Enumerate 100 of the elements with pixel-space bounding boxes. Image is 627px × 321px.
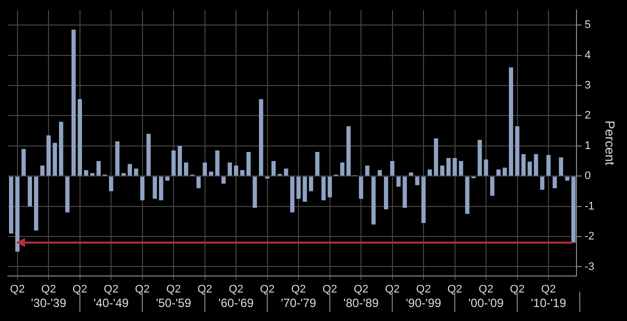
bar [358,176,364,199]
bar [184,162,188,176]
bar [146,134,151,176]
bar [315,152,320,176]
bar [178,146,182,176]
bar [371,176,376,224]
bar [384,176,388,210]
y-tick-label: 5 [584,19,591,32]
x-tick-label: Q2 [384,283,400,296]
bar [9,176,14,234]
bar [202,162,207,176]
bar [240,170,244,176]
text: '70-'79 [280,296,317,310]
x-tick-label: Q2 [72,283,88,296]
bar [428,169,432,176]
text: '30-'39 [30,296,67,310]
y-axis-title: Percent [602,120,618,166]
bar [521,154,526,176]
bar [490,176,494,196]
bar [546,154,551,176]
text: '10-'19 [530,296,566,310]
bar [478,140,482,176]
bar [46,135,51,176]
x-tick-label: Q2 [354,283,368,296]
bar [571,176,576,243]
bar [228,162,232,176]
bar [96,161,101,176]
bar [440,166,444,176]
x-tick-label: Q2 [135,283,150,296]
bar [28,176,32,206]
x-tick-label: Q2 [416,283,431,296]
y-tick-label: -2 [584,230,594,243]
text: '40-'49 [93,296,130,310]
bar [415,176,420,186]
x-tick-label: Q2 [10,283,25,296]
bar [302,176,307,202]
x-tick-label: Q2 [104,283,118,296]
bar [328,176,332,198]
bar [452,158,457,176]
bar [390,161,394,176]
x-tick-label: Q2 [322,283,338,296]
bar [465,176,470,214]
y-tick-label: 3 [584,80,591,92]
text: '80-'89 [343,296,380,310]
y-tick-label: 0 [584,170,591,182]
bar [65,176,70,212]
bar [321,176,326,200]
bar [72,30,76,176]
bar [221,176,226,184]
x-tick-label: Q2 [197,283,212,296]
bar [78,99,82,176]
bar [284,168,288,176]
bar [346,126,351,176]
text: '00-'09 [468,296,504,310]
bar [258,99,264,176]
bar [378,170,382,176]
bar [558,157,564,176]
y-tick-label: 4 [584,49,591,62]
x-tick-label: Q2 [291,283,306,296]
text: '60-'69 [218,296,254,310]
x-tick-label: Q2 [166,283,181,296]
bar [446,158,451,176]
y-tick-label: -3 [584,260,594,273]
x-tick-label: Q2 [510,283,525,296]
bar [40,166,44,176]
bar [140,176,144,200]
bar [340,162,344,176]
bar [22,148,26,176]
bar [165,176,170,181]
bar [252,176,257,208]
text: '90-'99 [406,296,442,310]
bar [271,161,276,176]
bar [59,122,64,176]
text: '50-'59 [156,296,192,310]
bar [402,176,407,208]
y-tick-label: -1 [584,200,594,212]
x-tick-label: Q2 [541,283,556,296]
bar [534,154,538,176]
y-tick-label: 1 [584,140,591,152]
x-tick-label: Q2 [41,283,56,296]
bar [408,172,414,176]
bar [365,166,370,176]
bar [421,176,426,223]
bar [508,67,514,176]
bar [396,176,401,187]
bar [540,176,544,190]
bar [115,141,120,176]
bar [208,172,214,176]
bar [134,168,138,176]
bar [90,173,94,176]
x-tick-label: Q2 [478,283,494,296]
bar [496,169,501,176]
x-tick-label: Q2 [447,283,462,296]
bar [234,166,238,176]
bar [215,150,220,176]
x-tick-label: Q2 [228,283,244,296]
y-tick-label: 2 [584,110,591,122]
bar [502,168,507,176]
bar [121,173,126,176]
bar [152,176,157,199]
